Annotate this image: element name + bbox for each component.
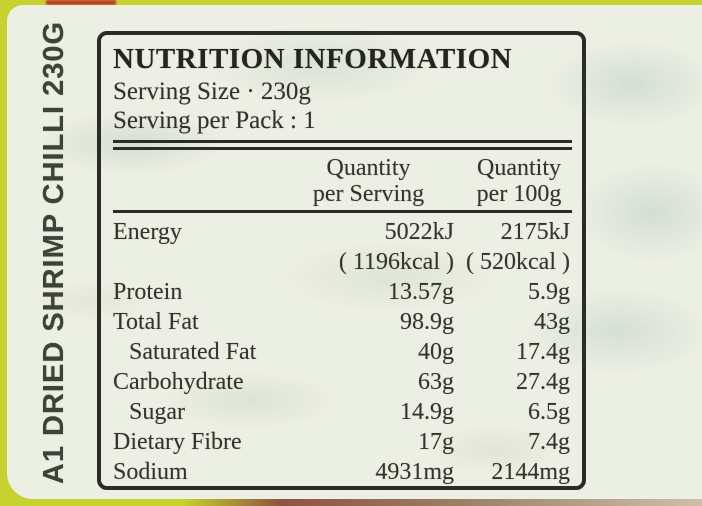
nutrient-label: Sugar <box>129 399 185 425</box>
nutrient-label: Protein <box>113 279 183 305</box>
table-row: Total Fat 98.9g 43g <box>113 307 572 337</box>
table-row: Carbohydrate 63g 27.4g <box>113 367 572 397</box>
value-per-serving: 5022kJ <box>384 219 454 245</box>
product-name-text: A1 DRIED SHRIMP CHILLI 230G <box>38 20 71 484</box>
value-per-100g: 6.5g <box>528 399 570 425</box>
value-per-100g: 5.9g <box>528 279 570 305</box>
value-per-100g: 2144mg <box>491 459 570 485</box>
panel-title: NUTRITION INFORMATION <box>113 43 513 75</box>
nutrient-label: Saturated Fat <box>129 339 257 365</box>
nutrient-label: Total Fat <box>113 309 199 335</box>
value-per-100g: 7.4g <box>528 429 570 455</box>
package-red-streak <box>46 0 116 5</box>
nutrient-label: Energy <box>113 219 182 245</box>
table-row: Sugar 14.9g 6.5g <box>113 397 572 427</box>
nutrient-label: Dietary Fibre <box>113 429 242 455</box>
value-per-serving: 17g <box>418 429 454 455</box>
table-row: Sodium 4931mg 2144mg <box>113 457 572 487</box>
value-per-100g: 17.4g <box>516 339 570 365</box>
table-row: Saturated Fat 40g 17.4g <box>113 337 572 367</box>
value-per-serving: 40g <box>418 339 454 365</box>
value-per-serving: 4931mg <box>375 459 454 485</box>
value-per-100g: 43g <box>534 309 570 335</box>
divider-single <box>113 210 572 213</box>
divider-double <box>113 140 572 150</box>
value-per-serving: ( 1196kcal ) <box>338 249 454 275</box>
column-header-per-100g: Quantity per 100g <box>466 155 572 207</box>
package-bottom-edge <box>0 496 702 506</box>
value-per-100g: 2175kJ <box>500 219 570 245</box>
nutrient-label: Carbohydrate <box>113 369 244 395</box>
product-label: A1 DRIED SHRIMP CHILLI 230G NUTRITION IN… <box>7 5 702 499</box>
column-header-line: Quantity <box>477 155 561 181</box>
value-per-serving: 13.57g <box>388 279 454 305</box>
value-per-100g: 27.4g <box>516 369 570 395</box>
serving-per-pack: Serving per Pack : 1 <box>113 107 316 134</box>
table-row: Dietary Fibre 17g 7.4g <box>113 427 572 457</box>
value-per-serving: 14.9g <box>400 399 454 425</box>
nutrient-label <box>113 247 271 277</box>
column-header-line: per Serving <box>312 181 425 207</box>
nutrition-rows: Energy 5022kJ 2175kJ ( 1196kcal ) ( 520kcal … <box>113 213 572 487</box>
column-headers: Quantity per Serving Quantity per 100g <box>113 150 572 210</box>
column-header-blank <box>113 155 271 207</box>
value-per-serving: 98.9g <box>400 309 454 335</box>
table-row: Protein 13.57g 5.9g <box>113 277 572 307</box>
serving-size: Serving Size · 230g <box>113 78 311 105</box>
value-per-100g: ( 520kcal ) <box>466 249 570 275</box>
value-per-serving: 63g <box>418 369 454 395</box>
table-row: ( 1196kcal ) ( 520kcal ) <box>113 247 572 277</box>
column-header-line: per 100g <box>476 181 562 207</box>
column-header-per-serving: Quantity per Serving <box>271 155 466 207</box>
column-header-line: Quantity <box>326 155 411 181</box>
product-name-vertical: A1 DRIED SHRIMP CHILLI 230G <box>11 5 99 499</box>
nutrient-label: Sodium <box>113 459 188 485</box>
nutrition-panel: NUTRITION INFORMATION Serving Size · 230… <box>97 31 586 490</box>
table-row: Energy 5022kJ 2175kJ <box>113 217 572 247</box>
